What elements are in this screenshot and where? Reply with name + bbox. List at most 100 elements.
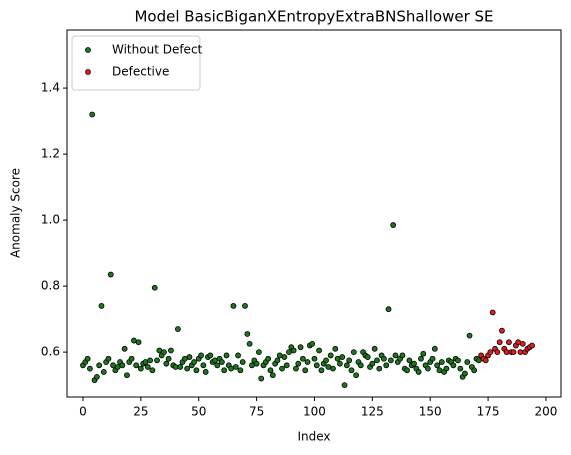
point — [93, 373, 100, 380]
point — [415, 369, 422, 375]
point — [124, 372, 130, 379]
point — [135, 339, 142, 346]
point — [230, 303, 237, 309]
point — [265, 355, 272, 362]
point — [281, 354, 288, 360]
y-tick-label: 0.8 — [41, 279, 60, 293]
point — [87, 365, 93, 372]
point — [89, 111, 96, 118]
point — [510, 349, 517, 356]
point — [376, 365, 383, 372]
point — [295, 360, 302, 367]
y-tick-label: 0.6 — [41, 345, 60, 359]
point — [218, 359, 225, 365]
point — [466, 332, 473, 339]
point — [246, 340, 253, 347]
point — [151, 284, 158, 291]
point — [154, 357, 160, 364]
point — [434, 362, 441, 369]
point — [429, 355, 436, 362]
point — [163, 360, 170, 367]
point — [381, 355, 387, 362]
point — [174, 326, 181, 332]
y-axis-label: Anomaly Score — [9, 168, 23, 258]
x-axis-label: Index — [297, 430, 330, 444]
point — [242, 303, 248, 309]
point — [341, 382, 348, 389]
point — [332, 345, 339, 352]
point — [214, 362, 221, 369]
point — [168, 347, 174, 354]
point — [207, 352, 214, 359]
point — [318, 367, 325, 374]
point — [385, 306, 392, 313]
point — [330, 365, 336, 372]
point — [404, 367, 410, 374]
point — [494, 349, 501, 356]
point — [161, 349, 167, 356]
point — [346, 357, 353, 364]
point — [529, 342, 535, 349]
point — [202, 369, 209, 375]
x-tick-label: 0 — [79, 405, 87, 419]
x-tick-label: 50 — [191, 405, 206, 419]
point — [244, 331, 251, 337]
point — [198, 352, 204, 359]
point — [462, 370, 468, 377]
point — [269, 372, 276, 379]
point — [98, 303, 105, 309]
point — [279, 365, 285, 372]
point — [353, 372, 360, 379]
point — [431, 345, 438, 352]
point — [424, 365, 431, 372]
point — [253, 360, 260, 367]
x-tick-label: 125 — [361, 405, 384, 419]
x-tick-label: 150 — [419, 405, 442, 419]
point — [337, 360, 343, 367]
point — [119, 362, 126, 369]
point — [323, 357, 329, 364]
point — [147, 357, 154, 364]
point — [499, 327, 505, 334]
point — [364, 354, 371, 360]
legend-marker — [85, 47, 91, 53]
point — [482, 357, 489, 364]
point — [374, 357, 380, 364]
point — [184, 365, 191, 372]
point — [383, 362, 390, 369]
point — [438, 359, 445, 365]
point — [399, 352, 406, 359]
point — [137, 365, 144, 372]
legend-box — [71, 35, 201, 91]
chart-title: Model BasicBiganXEntropyExtraBNShallower… — [134, 8, 493, 26]
point — [406, 357, 413, 364]
point — [309, 340, 316, 347]
point — [100, 369, 107, 375]
point — [274, 357, 281, 364]
point — [489, 309, 496, 316]
point — [304, 359, 311, 365]
point — [455, 357, 461, 364]
point — [387, 357, 394, 364]
legend-label: Without Defect — [112, 43, 203, 57]
point — [235, 352, 241, 359]
point — [392, 352, 399, 359]
point — [343, 362, 350, 369]
point — [299, 355, 306, 362]
y-tick-label: 1.4 — [41, 81, 60, 95]
point — [519, 340, 526, 347]
point — [186, 354, 193, 360]
point — [371, 345, 378, 352]
point — [191, 359, 197, 365]
point — [420, 350, 427, 357]
point — [293, 365, 299, 372]
point — [165, 355, 172, 362]
y-tick-label: 1.2 — [41, 147, 60, 161]
point — [506, 339, 512, 346]
point — [450, 362, 457, 369]
x-tick-label: 25 — [133, 405, 148, 419]
point — [369, 360, 376, 367]
point — [96, 362, 103, 369]
point — [471, 367, 478, 374]
point — [350, 349, 357, 356]
